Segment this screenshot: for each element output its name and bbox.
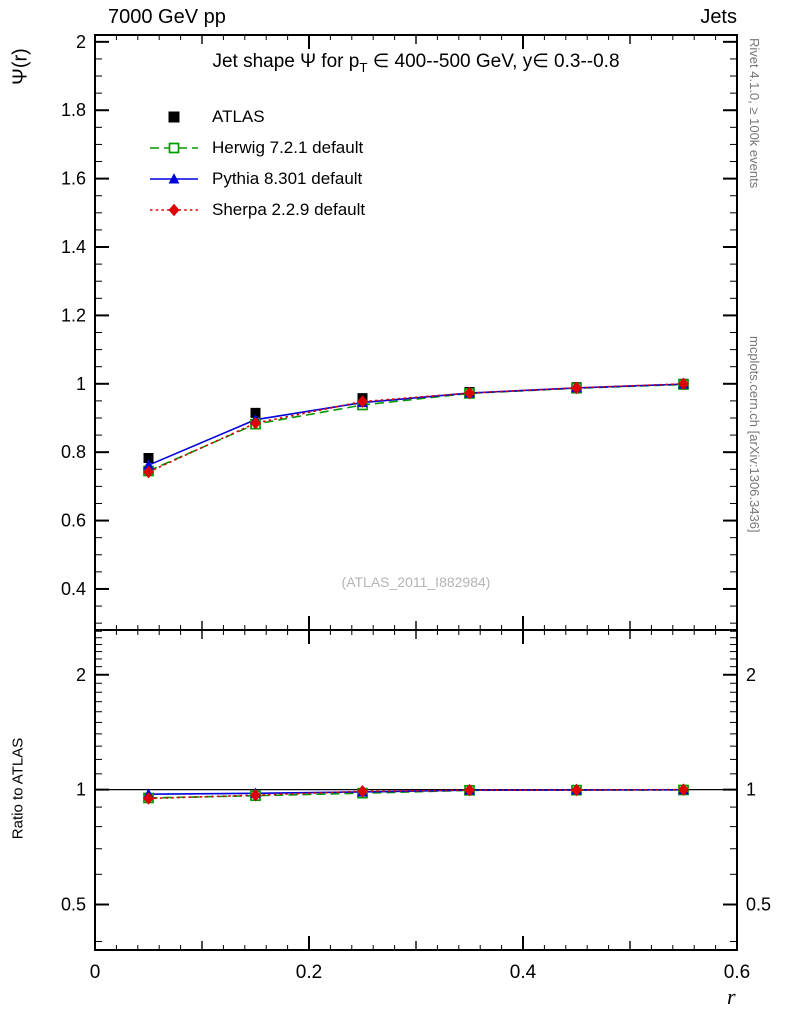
- analysis-id-watermark: (ATLAS_2011_I882984): [341, 574, 491, 590]
- plot-title-pre: Jet shape Ψ for p: [212, 51, 360, 72]
- ratio-y-tick-label: 2: [746, 665, 756, 685]
- main-y-tick-label: 0.6: [61, 511, 86, 531]
- ratio-y-axis-label: Ratio to ATLAS: [9, 737, 27, 840]
- plot-title: Jet shape Ψ for pT ∈ 400--500 GeV, y∈ 0.…: [95, 50, 737, 75]
- main-y-tick-label: 2: [76, 32, 86, 52]
- axes: 0 0.2 0.4 0.6 0.4 0.6 0.8 1 1.2 1.4 1.6 1.8 2 0.5 0.5 1…: [61, 32, 771, 983]
- x-tick-label: 0: [90, 962, 101, 983]
- x-axis-label: r: [727, 984, 736, 1009]
- x-tick-label: 0.2: [296, 962, 322, 983]
- legend-label: Sherpa 2.2.9 default: [212, 199, 366, 219]
- legend-marker-triangle-filled: [150, 172, 198, 183]
- legend: ATLAS Herwig 7.2.1 default Pythia 8.301 de…: [148, 101, 365, 225]
- ratio-y-tick-label: 1: [76, 780, 86, 800]
- legend-label: Pythia 8.301 default: [212, 168, 363, 188]
- ratio-y-tick-label: 2: [76, 665, 86, 685]
- plot-title-subscript: T: [359, 59, 368, 75]
- legend-item: Sherpa 2.2.9 default: [148, 194, 365, 225]
- legend-label: ATLAS: [212, 106, 265, 126]
- ratio-y-tick-label: 1: [746, 780, 756, 800]
- plot-title-post: ∈ 400--500 GeV, y∈ 0.3--0.8: [367, 51, 620, 72]
- series-markers: [143, 377, 689, 805]
- main-y-axis-label: Ψ(r): [9, 48, 32, 85]
- legend-marker-diamond-filled: [150, 203, 198, 216]
- main-y-tick-label: 1: [76, 374, 86, 394]
- analysis-group-label: Jets: [700, 6, 737, 28]
- series-lines: [148, 382, 684, 800]
- main-y-tick-label: 1.6: [61, 169, 86, 189]
- legend-item: ATLAS: [148, 101, 365, 132]
- main-y-tick-label: 1.4: [61, 237, 86, 257]
- legend-label: Herwig 7.2.1 default: [212, 137, 364, 157]
- main-y-tick-label: 0.4: [61, 579, 86, 599]
- main-y-tick-label: 1.8: [61, 100, 86, 120]
- legend-item: Herwig 7.2.1 default: [148, 132, 365, 163]
- main-y-tick-label: 0.8: [61, 442, 86, 462]
- x-tick-label: 0.4: [510, 962, 537, 983]
- ratio-y-tick-label: 0.5: [746, 895, 771, 915]
- x-tick-label: 0.6: [724, 962, 750, 983]
- beam-info-label: 7000 GeV pp: [108, 6, 226, 28]
- rivet-version-label: Rivet 4.1.0, ≥ 100k events: [747, 38, 762, 189]
- legend-marker-square-filled: [168, 111, 180, 122]
- legend-item: Pythia 8.301 default: [148, 163, 365, 194]
- ratio-y-tick-label: 0.5: [61, 895, 86, 915]
- main-y-tick-label: 1.2: [61, 305, 86, 325]
- legend-marker-square-open: [150, 142, 198, 153]
- mcplots-credit-label: mcplots.cern.ch [arXiv:1306.3436]: [747, 336, 762, 533]
